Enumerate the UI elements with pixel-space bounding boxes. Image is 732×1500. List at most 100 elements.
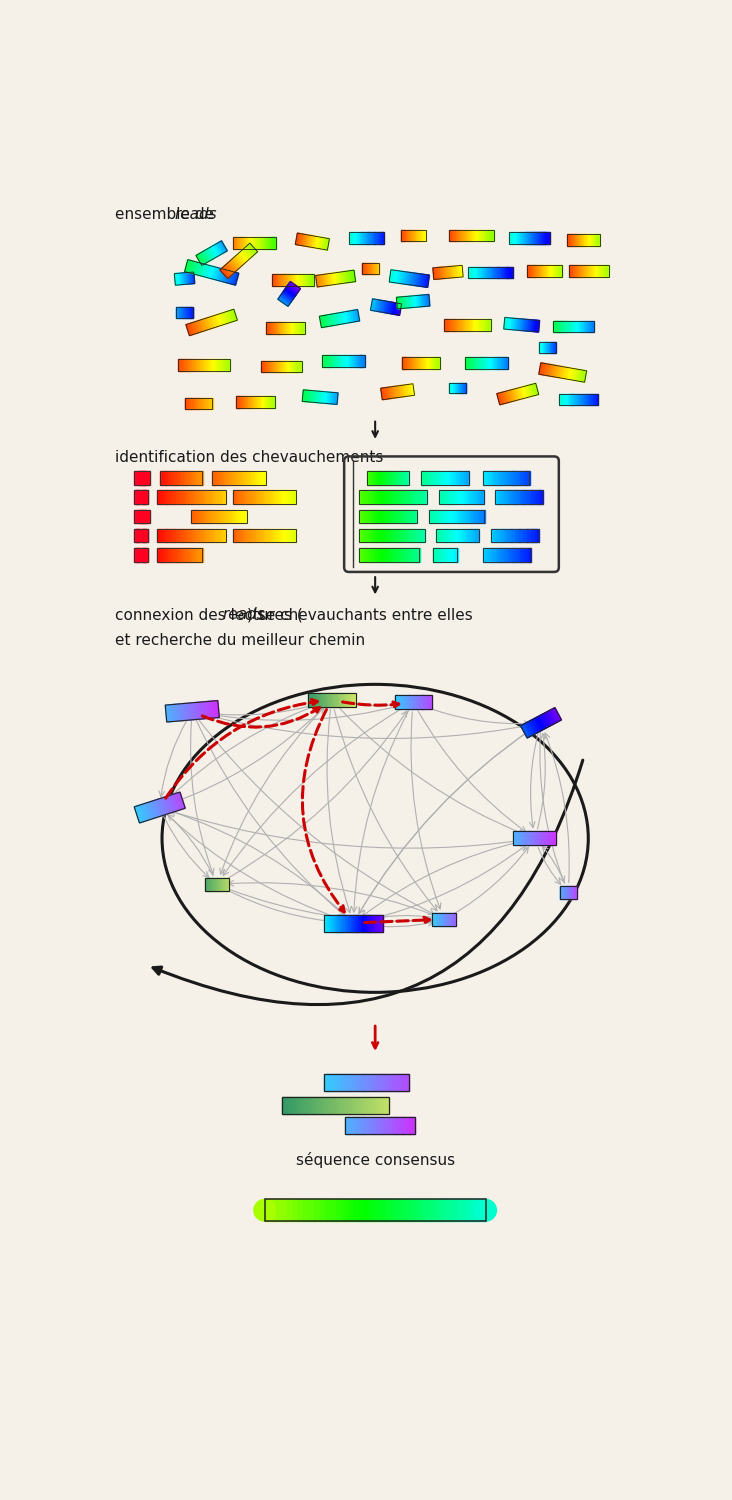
Bar [453,530,455,543]
Bar [371,1074,373,1090]
Bar [553,831,554,846]
Bar [297,360,299,372]
Bar [425,230,426,242]
Bar [379,232,380,243]
Bar [215,700,218,717]
Bar [557,366,561,378]
Bar [249,237,250,249]
Bar [233,530,235,543]
Bar [403,386,406,396]
Bar [226,878,227,891]
Bar [230,261,238,270]
Bar [426,694,427,709]
Bar [477,530,479,543]
Bar [387,548,389,561]
Bar [597,393,598,405]
Bar [207,878,208,891]
Bar [406,694,407,709]
Bar [185,471,187,484]
Bar [195,262,199,274]
Bar [263,237,264,249]
Bar [190,272,192,284]
Bar [423,274,425,286]
Bar [376,510,378,524]
Bar [586,234,587,246]
Bar [306,274,307,286]
Bar [385,1118,387,1134]
Bar [412,230,413,242]
Bar [160,798,166,814]
Bar [406,384,409,396]
Bar [318,237,321,249]
Bar [313,274,315,286]
Bar [307,274,308,286]
Bar [414,296,417,307]
Bar [411,548,414,561]
Bar [152,801,158,818]
Bar [574,321,575,332]
Bar [401,548,403,561]
Bar [448,471,450,484]
Bar [523,232,525,243]
Bar [575,234,577,246]
Bar [466,320,468,330]
Bar [591,234,593,246]
Bar [396,270,399,284]
Bar [356,1118,357,1134]
Bar [178,358,231,370]
Bar [327,693,328,706]
Bar [491,357,492,369]
Bar [373,298,376,310]
Bar [324,693,326,706]
Bar [454,490,455,504]
Bar [212,490,214,504]
Bar [282,292,293,300]
Bar [147,802,153,819]
Bar [488,357,489,369]
Bar [575,266,576,276]
Bar [325,238,328,250]
Bar [471,490,474,504]
Bar [359,490,362,504]
Bar [414,490,416,504]
Bar [327,356,329,366]
Bar [451,548,452,561]
Bar [529,530,531,543]
Bar [236,255,244,264]
Bar [392,471,394,484]
Bar [212,471,266,484]
Bar [241,471,242,484]
Bar [545,266,546,276]
Bar [199,702,202,718]
Bar [183,358,184,370]
Bar [389,270,429,288]
Bar [414,357,415,369]
Bar [561,366,564,378]
Bar [472,357,473,369]
Bar [436,357,438,369]
Bar [405,471,407,484]
Bar [370,298,373,310]
Bar [570,266,571,276]
Bar [157,490,160,504]
Bar [266,237,267,249]
Bar [455,471,456,484]
Bar [384,1074,386,1090]
Bar [519,387,523,399]
Bar [214,244,221,255]
Bar [336,915,337,932]
Bar [433,357,435,369]
Bar [528,471,530,484]
Bar [139,510,140,524]
Bar [325,392,327,404]
Bar [364,232,365,243]
Bar [174,273,176,285]
Bar [429,471,430,484]
Bar [572,369,575,380]
Bar [416,296,418,307]
Bar [322,693,324,706]
Text: identification des chevauchements: identification des chevauchements [115,450,383,465]
Bar [576,234,578,246]
Bar [569,234,570,246]
Bar [530,490,531,504]
